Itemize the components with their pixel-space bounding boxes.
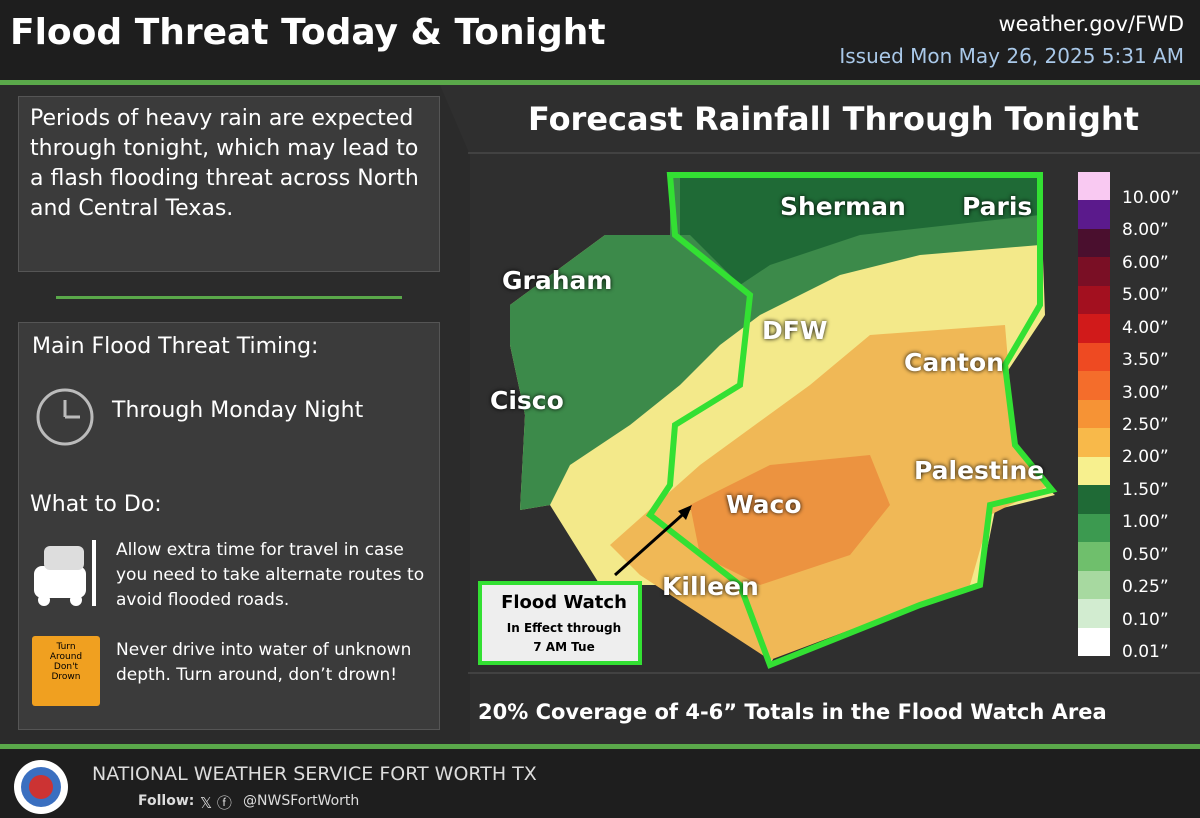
legend-swatch <box>1078 371 1110 400</box>
legend-label: 3.50” <box>1122 350 1169 371</box>
legend-swatch <box>1078 200 1110 229</box>
rain-high <box>690 455 890 585</box>
rain-green <box>510 175 1040 510</box>
sign-text: Drown <box>51 672 81 682</box>
arrow <box>614 506 691 577</box>
legend-label: 3.00” <box>1122 382 1169 403</box>
sign-text: Around <box>49 652 83 662</box>
legend-swatch <box>1078 257 1110 286</box>
watch-line: In Effect through <box>506 621 622 635</box>
legend-swatch <box>1078 285 1110 315</box>
follow: Follow: <box>138 793 195 809</box>
todo-heading: What to Do: <box>30 492 162 517</box>
legend-label: 10.00” <box>1122 188 1180 208</box>
legend-swatch <box>1078 627 1110 656</box>
action: Never drive into water of unknown depth.… <box>116 640 412 685</box>
sign: Turn Around Don't Drown <box>32 636 100 706</box>
watch-title: Flood Watch <box>501 592 627 613</box>
action: Allow extra time for travel in case you … <box>116 540 425 610</box>
nws-logo <box>14 760 68 814</box>
legend-label: 1.00” <box>1122 512 1169 533</box>
legend-label: 2.00” <box>1122 447 1169 468</box>
legend-label: 2.50” <box>1122 415 1169 435</box>
footer <box>0 749 1200 818</box>
legend-label: 8.00” <box>1122 220 1169 241</box>
city-label: Cisco <box>490 386 564 415</box>
org: NATIONAL WEATHER SERVICE FORT WORTH TX <box>92 763 537 785</box>
map-title: Forecast Rainfall Through Tonight <box>528 100 1139 138</box>
legend-swatch <box>1078 428 1110 457</box>
traffic-icon <box>34 540 96 606</box>
legend-swatch <box>1078 314 1110 343</box>
legend-swatch <box>1078 570 1110 600</box>
issued: Issued Mon May 26, 2025 5:31 AM <box>839 44 1184 68</box>
sign-text: Don't <box>53 662 79 672</box>
map-note: 20% Coverage of 4-6” Totals in the Flood… <box>478 700 1107 724</box>
timing-heading: Main Flood Threat Timing: <box>32 334 319 359</box>
legend-swatch <box>1078 513 1110 543</box>
site: weather.gov/FWD <box>998 12 1184 36</box>
separator <box>56 296 402 299</box>
handle: @NWSFortWorth <box>243 793 360 809</box>
legend-label: 6.00” <box>1122 252 1169 273</box>
city-label: Waco <box>726 490 802 519</box>
city-label: Canton <box>904 348 1004 377</box>
legend-swatch <box>1078 456 1110 486</box>
legend-label: 0.01” <box>1122 642 1169 662</box>
timing: Through Monday Night <box>112 398 364 423</box>
social-icons: 𝕏 ⓕ <box>200 794 232 812</box>
legend-label: 1.50” <box>1122 479 1169 500</box>
rain-darkgreen <box>680 175 1040 285</box>
legend-label: 0.50” <box>1122 544 1169 565</box>
arrow-head <box>678 505 692 520</box>
watch-outline <box>645 172 1058 669</box>
legend-label: 5.00” <box>1122 285 1169 306</box>
legend-label: 0.25” <box>1122 577 1169 598</box>
legend-label: 0.10” <box>1122 609 1169 630</box>
legend-swatch <box>1078 542 1110 571</box>
intro-box <box>18 96 440 272</box>
intro: Periods of heavy rain are expected throu… <box>30 106 419 221</box>
legend-swatch <box>1078 172 1110 201</box>
legend-swatch <box>1078 399 1110 429</box>
map-panel <box>440 85 1200 745</box>
legend-swatch <box>1078 599 1110 628</box>
clock-icon <box>36 388 94 446</box>
title: Flood Threat Today & Tonight <box>10 12 606 53</box>
city-label: Palestine <box>914 456 1045 485</box>
legend-swatch <box>1078 342 1110 372</box>
city-label: Killeen <box>662 572 759 601</box>
divider <box>0 744 1200 749</box>
divider <box>0 80 1200 85</box>
watch-line: 7 AM Tue <box>533 640 595 654</box>
sign-text: Turn <box>56 642 76 652</box>
city-label: Paris <box>962 192 1033 221</box>
city-label: Graham <box>502 266 613 295</box>
city-label: DFW <box>762 316 828 345</box>
legend-swatch <box>1078 485 1110 514</box>
header <box>0 0 1200 80</box>
watch-box <box>478 581 642 665</box>
legend-label: 4.00” <box>1122 317 1169 338</box>
legend-swatch <box>1078 228 1110 258</box>
city-label: Sherman <box>780 192 906 221</box>
